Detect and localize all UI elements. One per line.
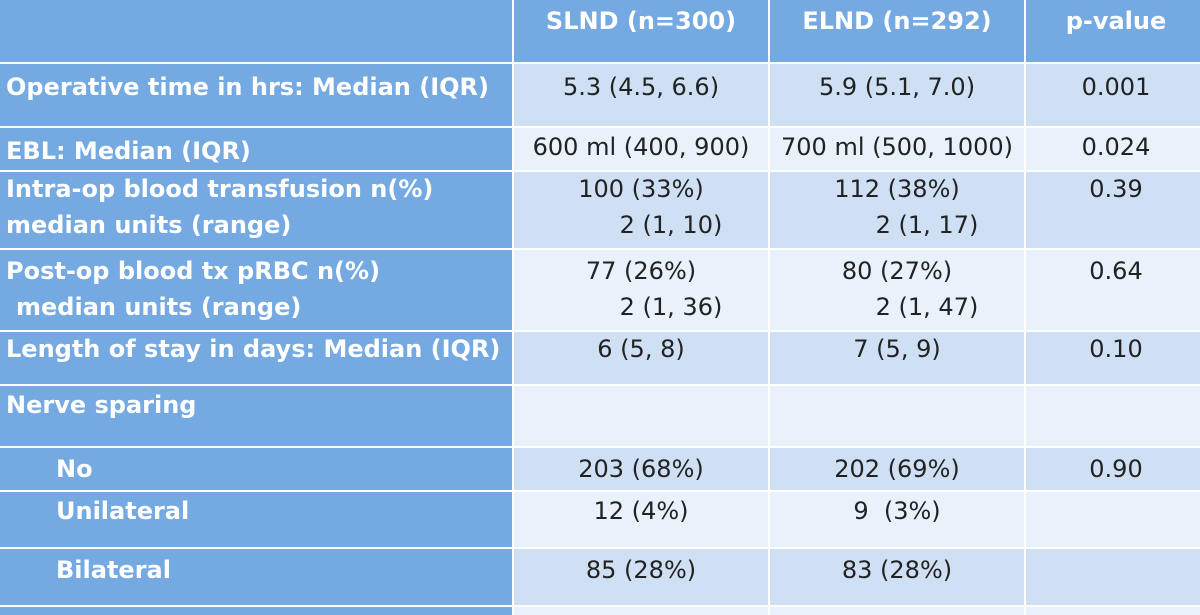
header-slnd: SLND (n=300) [514,0,768,62]
cell-slnd-bilateral: 85 (28%) [514,549,768,605]
cell-elnd-postop-units: 2 (1, 47) [875,293,979,321]
cell-elnd-no: 202 (69%) [770,448,1024,490]
cell-p-operative-time: 0.001 [1026,64,1200,126]
row-label-ebl: EBL: Median (IQR) [0,128,512,170]
cell-elnd-bilateral: 83 (28%) [770,549,1024,605]
header-elnd: ELND (n=292) [770,0,1024,62]
cell-p-nerve-sparing [1026,386,1200,446]
cell-slnd-postop-n: 77 (26%) [585,257,697,285]
row-label-nerve-sparing: Nerve sparing [0,386,512,446]
cell-elnd-nerve-sparing [770,386,1024,446]
row-label-no: No [0,448,512,490]
cell-elnd-intraop-n: 112 (38%) [834,175,960,203]
row-label-postop-line1: Post-op blood tx pRBC n(%) [6,257,381,285]
cell-elnd-postop-n: 80 (27%) [841,257,953,285]
table-bottom-filler-2 [770,607,1024,615]
cell-elnd-intraop: 112 (38%) 2 (1, 17) [770,172,1024,248]
cell-p-bilateral [1026,549,1200,605]
row-label-intraop-transfusion: Intra-op blood transfusion n(%) median u… [0,172,512,248]
header-p-value: p-value [1026,0,1200,62]
row-label-length-of-stay: Length of stay in days: Median (IQR) [0,332,512,384]
cell-slnd-postop-units: 2 (1, 36) [619,293,723,321]
cell-elnd-los: 7 (5, 9) [770,332,1024,384]
cell-p-unilateral [1026,492,1200,547]
row-label-bilateral: Bilateral [0,549,512,605]
cell-slnd-unilateral: 12 (4%) [514,492,768,547]
row-label-postop-line2: median units (range) [16,293,302,321]
cell-p-los: 0.10 [1026,332,1200,384]
row-label-intraop-line1: Intra-op blood transfusion n(%) [6,175,434,203]
row-label-unilateral: Unilateral [0,492,512,547]
row-label-operative-time: Operative time in hrs: Median (IQR) [0,64,512,126]
cell-slnd-operative-time: 5.3 (4.5, 6.6) [514,64,768,126]
table-bottom-filler-3 [1026,607,1200,615]
row-label-postop-transfusion: Post-op blood tx pRBC n(%) median units … [0,250,512,330]
cell-elnd-ebl: 700 ml (500, 1000) [770,128,1024,170]
cell-slnd-postop: 77 (26%) 2 (1, 36) [514,250,768,330]
cell-elnd-postop: 80 (27%) 2 (1, 47) [770,250,1024,330]
cell-p-postop: 0.64 [1026,250,1200,330]
cell-p-ebl: 0.024 [1026,128,1200,170]
cell-slnd-los: 6 (5, 8) [514,332,768,384]
cell-slnd-intraop: 100 (33%) 2 (1, 10) [514,172,768,248]
row-label-intraop-line2: median units (range) [6,211,292,239]
cell-p-no: 0.90 [1026,448,1200,490]
table-bottom-label-filler [0,607,512,615]
cell-slnd-intraop-n: 100 (33%) [578,175,704,203]
cell-p-intraop: 0.39 [1026,172,1200,248]
table-bottom-filler-1 [514,607,768,615]
cell-slnd-no: 203 (68%) [514,448,768,490]
cell-elnd-intraop-units: 2 (1, 17) [875,211,979,239]
cell-slnd-ebl: 600 ml (400, 900) [514,128,768,170]
cell-slnd-nerve-sparing [514,386,768,446]
cell-slnd-intraop-units: 2 (1, 10) [619,211,723,239]
header-corner [0,0,512,62]
cell-elnd-unilateral: 9 (3%) [770,492,1024,547]
cell-elnd-operative-time: 5.9 (5.1, 7.0) [770,64,1024,126]
